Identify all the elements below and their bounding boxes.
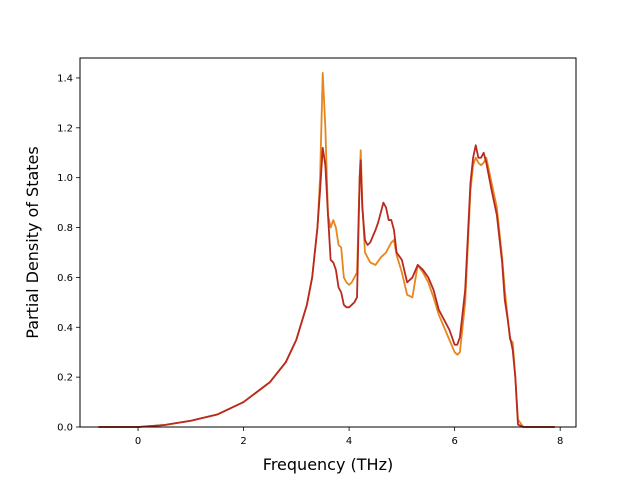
y-tick-label: 1.0: [57, 173, 73, 184]
x-axis-ticks: 0 2 4 6 8: [135, 427, 563, 447]
x-tick-label: 6: [451, 436, 457, 447]
y-tick-label: 1.4: [57, 73, 73, 84]
y-tick-label: 0.2: [57, 373, 73, 384]
x-tick-label: 0: [135, 436, 141, 447]
x-axis-label: Frequency (THz): [263, 455, 393, 474]
plot-area: [79, 57, 577, 428]
y-tick-label: 0.6: [57, 273, 73, 284]
x-tick-label: 2: [240, 436, 246, 447]
axes-frame: [79, 57, 577, 428]
y-tick-label: 0.8: [57, 223, 73, 234]
y-tick-label: 0.4: [57, 323, 73, 334]
y-axis-label: Partial Density of States: [23, 146, 42, 338]
y-axis-ticks: 0.0 0.2 0.4 0.6 0.8 1.0 1.2 1.4: [57, 73, 80, 434]
y-tick-label: 1.2: [57, 123, 73, 134]
y-tick-label: 0.0: [57, 423, 73, 434]
series-line-2: [98, 144, 555, 428]
x-tick-label: 8: [557, 436, 563, 447]
x-tick-label: 4: [346, 436, 352, 447]
series-layer: [98, 72, 555, 428]
